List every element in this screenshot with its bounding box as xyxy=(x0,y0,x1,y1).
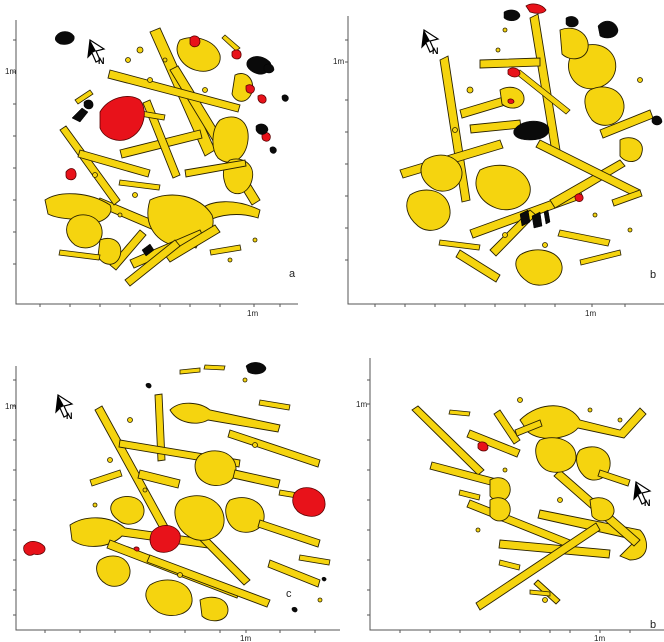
panel-b-bottom-ticks xyxy=(367,379,631,633)
panel-b-bottom-y-label: 1m xyxy=(356,400,367,409)
north-arrow-icon xyxy=(633,481,652,509)
panel-a-black-finds xyxy=(54,31,289,257)
panel-b-top-x-label: 1m xyxy=(585,309,596,318)
panel-b-top-ticks xyxy=(345,39,626,307)
panel-c-ticks xyxy=(13,379,316,633)
panel-b-bottom: 1m 1m b xyxy=(356,358,664,642)
panel-c-x-label: 1m xyxy=(240,634,251,642)
north-arrow-icon xyxy=(421,29,440,57)
panel-b-top-bones xyxy=(399,13,654,286)
panel-b-bottom-letter: b xyxy=(650,619,656,631)
panel-c-bones xyxy=(69,364,331,622)
panel-b-top-y-label: 1m xyxy=(333,57,344,66)
north-arrow-icon xyxy=(87,39,106,67)
panel-b-top-black-finds xyxy=(503,9,663,229)
north-arrow-icon xyxy=(55,394,74,422)
panel-a-axes xyxy=(15,20,298,305)
panel-b-top-letter: b xyxy=(650,269,656,281)
panel-a-y-label: 1m xyxy=(5,67,16,76)
panel-a-red-finds xyxy=(65,35,271,181)
panel-a-ticks xyxy=(13,39,281,307)
panel-b-bottom-x-label: 1m xyxy=(594,634,605,642)
panel-b-bottom-bones xyxy=(411,397,647,611)
panel-b-top-red-finds xyxy=(507,3,584,202)
panel-a: 1m 1m a xyxy=(5,20,298,318)
panel-b-top-axes xyxy=(347,16,664,305)
panel-b-top: 1m 1m b xyxy=(333,3,664,318)
panel-a-x-label: 1m xyxy=(247,309,258,318)
panel-c-letter: c xyxy=(286,588,292,600)
panel-c-axes xyxy=(15,366,340,631)
panel-b-bottom-axes xyxy=(369,358,664,631)
panel-c-red-finds xyxy=(23,487,326,556)
panel-c-y-label: 1m xyxy=(5,402,16,411)
panel-c: 1m 1m c xyxy=(5,362,340,642)
panel-c-black-finds xyxy=(145,362,327,613)
panel-a-bones xyxy=(44,27,265,287)
panel-a-letter: a xyxy=(289,268,296,280)
panel-b-bottom-red-finds xyxy=(477,441,489,452)
